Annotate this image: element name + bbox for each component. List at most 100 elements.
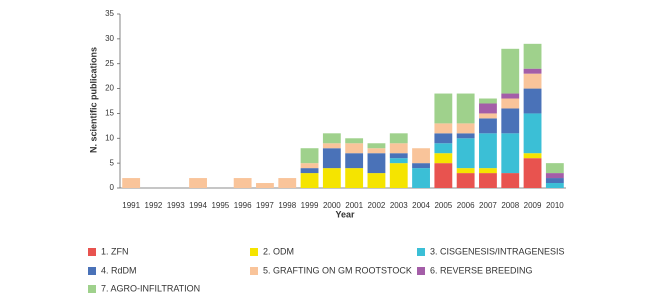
bar-segment [479,98,497,104]
x-tick-label: 1996 [234,201,252,210]
bar-segment [367,148,386,154]
y-tick-label: 10 [105,133,114,142]
legend-swatch [88,248,96,256]
legend-text: 4. RdDM [101,265,137,275]
bar-segment [434,133,453,144]
bar-segment [545,173,564,179]
legend-swatch [88,285,96,293]
bar-segment [501,133,520,174]
y-tick-label: 15 [105,109,114,118]
bar-segment [456,168,475,174]
legend-text: 2. ODM [263,246,294,256]
bar-segment [389,158,408,164]
x-tick-label: 1997 [256,201,274,210]
bar-segment [545,178,564,184]
legend-text: 7. AGRO-INFILTRATION [101,283,200,293]
bar-segment [256,183,274,188]
bar-segment [367,153,386,174]
bar-segment [367,143,386,149]
x-tick-label: 1993 [167,201,185,210]
bar-segment [479,113,497,119]
x-tick-label: 1991 [122,201,140,210]
bar-segment [545,183,564,188]
y-axis-title: N. scientific publications [88,47,98,153]
x-tick-label: 2009 [524,201,542,210]
bar-segment [479,118,497,134]
x-tick-label: 2008 [501,201,519,210]
bar-segment [523,158,542,188]
bar-segment [389,143,408,154]
bar-segment [545,163,564,174]
x-tick-label: 2005 [434,201,452,210]
bar-segment [434,153,453,164]
bar-segment [412,168,430,188]
legend-swatch [417,248,425,256]
bar-segment [434,143,453,154]
bar-segment [412,163,430,169]
bar-segment [456,138,475,169]
legend-text: 3. CISGENESIS/INTRAGENESIS [430,246,565,256]
x-tick-label: 2003 [390,201,408,210]
bar-segment [501,173,520,188]
bar-segment [523,68,542,74]
bar-segment [523,73,542,89]
bar-segment [501,93,520,99]
bar-segment [523,153,542,159]
x-tick-label: 2007 [479,201,497,210]
bar-segment [389,133,408,144]
bar-segment [367,173,386,188]
bar-segment [389,153,408,159]
bar-segment [300,173,319,188]
bar-segment [479,103,497,114]
bar-segment [322,168,341,188]
bar-segment [300,168,319,174]
bar-segment [322,143,341,149]
x-tick-label: 2000 [323,201,341,210]
y-tick-label: 25 [105,59,114,68]
x-tick-label: 1992 [145,201,163,210]
y-tick-label: 0 [110,183,115,192]
bar-segment [456,133,475,139]
bar-segment [122,178,141,188]
x-tick-label: 1998 [278,201,296,210]
bar-segment [189,178,207,188]
bar-segment [300,163,319,169]
x-tick-label: 2001 [345,201,363,210]
bar-segment [523,43,542,69]
bar-segment [479,173,497,188]
legend-swatch [417,267,425,275]
bar-segment [233,178,252,188]
bar-segment [322,148,341,169]
x-tick-label: 1995 [211,201,229,210]
y-tick-label: 30 [105,34,114,43]
bar-segment [345,138,364,144]
bar-segment [434,93,453,124]
bar-segment [322,133,341,144]
bar-segment [345,168,364,188]
bar-segment [523,113,542,154]
y-tick-label: 35 [105,9,114,18]
bar-segment [479,133,497,169]
bar-segment [456,123,475,134]
bar-segment [456,93,475,124]
bar-segment [456,173,475,188]
x-axis-title: Year [335,209,355,219]
bar-segment [434,123,453,134]
x-tick-label: 2002 [368,201,386,210]
y-tick-label: 5 [110,158,115,167]
bar-segment [300,148,319,164]
bar-segment [479,168,497,174]
x-tick-label: 1994 [189,201,207,210]
legend-text: 5. GRAFTING ON GM ROOTSTOCK [263,265,412,275]
x-tick-label: 2004 [412,201,430,210]
legend-text: 6. REVERSE BREEDING [430,265,533,275]
bar-segment [501,108,520,134]
bar-segment [389,163,408,188]
bar-segment [434,163,453,188]
bar-segment [278,178,297,188]
bar-segment [412,148,430,164]
bar-segment [501,48,520,94]
legend-swatch [250,267,258,275]
legend-text: 1. ZFN [101,246,129,256]
